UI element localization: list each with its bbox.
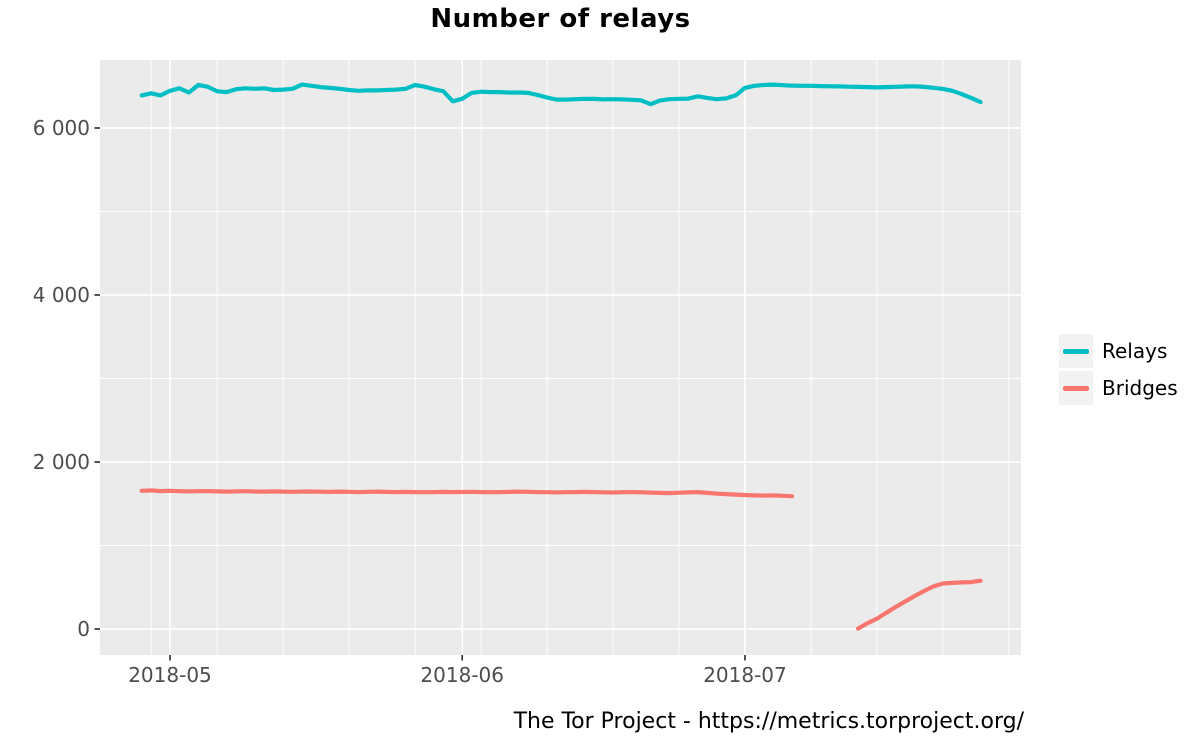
- legend-key-relays: [1059, 334, 1093, 368]
- y-axis: 0 2 000 4 000 6 000: [0, 0, 90, 750]
- legend-label-bridges: Bridges: [1102, 376, 1178, 400]
- y-tick-label: 0: [77, 617, 90, 641]
- y-tick-label: 2 000: [32, 450, 90, 474]
- plot-panel: [100, 60, 1021, 655]
- x-tick-label: 2018-05: [128, 663, 212, 687]
- legend: Relays Bridges: [1059, 334, 1178, 405]
- y-tick-label: 6 000: [32, 116, 90, 140]
- legend-entry-relays: Relays: [1059, 334, 1178, 368]
- legend-key-bridges: [1059, 371, 1093, 405]
- bridges-line: [855, 578, 983, 631]
- bridges-line-swatch: [1063, 385, 1089, 391]
- relays-line-swatch: [1063, 348, 1089, 354]
- chart-caption: The Tor Project - https://metrics.torpro…: [513, 709, 1024, 734]
- x-tick-label: 2018-07: [703, 663, 787, 687]
- chart-title: Number of relays: [430, 4, 691, 34]
- x-tick-label: 2018-06: [420, 663, 504, 687]
- y-tick-label: 4 000: [32, 283, 90, 307]
- relays-line: [139, 82, 983, 107]
- legend-entry-bridges: Bridges: [1059, 371, 1178, 405]
- bridges-line: [139, 488, 795, 499]
- legend-label-relays: Relays: [1102, 339, 1168, 363]
